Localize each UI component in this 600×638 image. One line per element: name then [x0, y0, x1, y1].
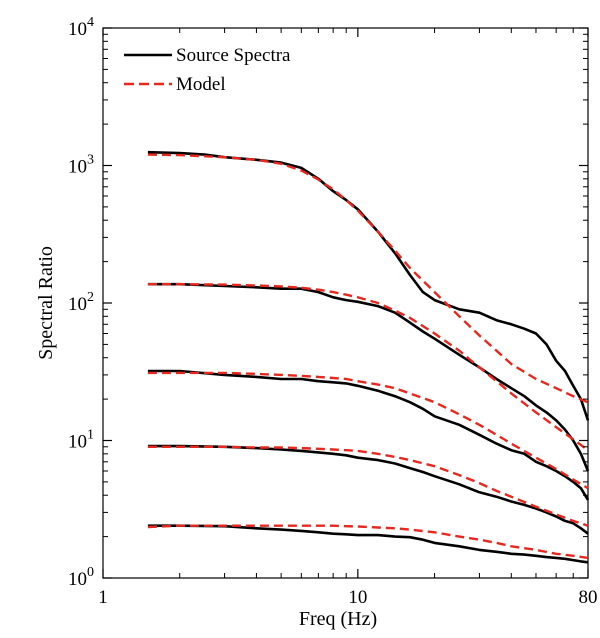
- plot-frame: [102, 27, 589, 579]
- source-spectrum-curve-2: [147, 369, 590, 501]
- legend-label-model: Model: [176, 74, 226, 95]
- source-spectrum-curve-0: [147, 150, 590, 421]
- y-tick-label: 101: [68, 428, 94, 453]
- model-curve-1: [147, 283, 589, 452]
- model-curve-0: [147, 153, 589, 404]
- source-spectrum-curve-3: [147, 444, 589, 535]
- model-curve-4: [147, 524, 589, 560]
- model-curve-3: [147, 445, 589, 527]
- tick-layer: 1 10 80 100 101 102 103 104: [68, 15, 598, 608]
- y-axis-label: Spectral Ratio: [35, 246, 57, 360]
- x-tick-label: 80: [579, 587, 598, 608]
- y-tick-label: 104: [68, 15, 94, 40]
- y-tick-label: 100: [68, 565, 94, 590]
- source-spectrum-curve-4: [147, 524, 589, 564]
- x-axis-label: Freq (Hz): [299, 608, 377, 630]
- series-layer: [147, 150, 590, 564]
- y-tick-label: 102: [68, 290, 94, 315]
- x-tick-label: 10: [348, 587, 367, 608]
- source-spectrum-curve-1: [147, 282, 590, 472]
- legend-label-source-spectra: Source Spectra: [176, 45, 291, 66]
- x-tick-label: 1: [98, 587, 108, 608]
- y-tick-label: 103: [68, 153, 94, 178]
- legend: Source Spectra Model: [124, 45, 291, 95]
- model-curve-2: [147, 371, 589, 490]
